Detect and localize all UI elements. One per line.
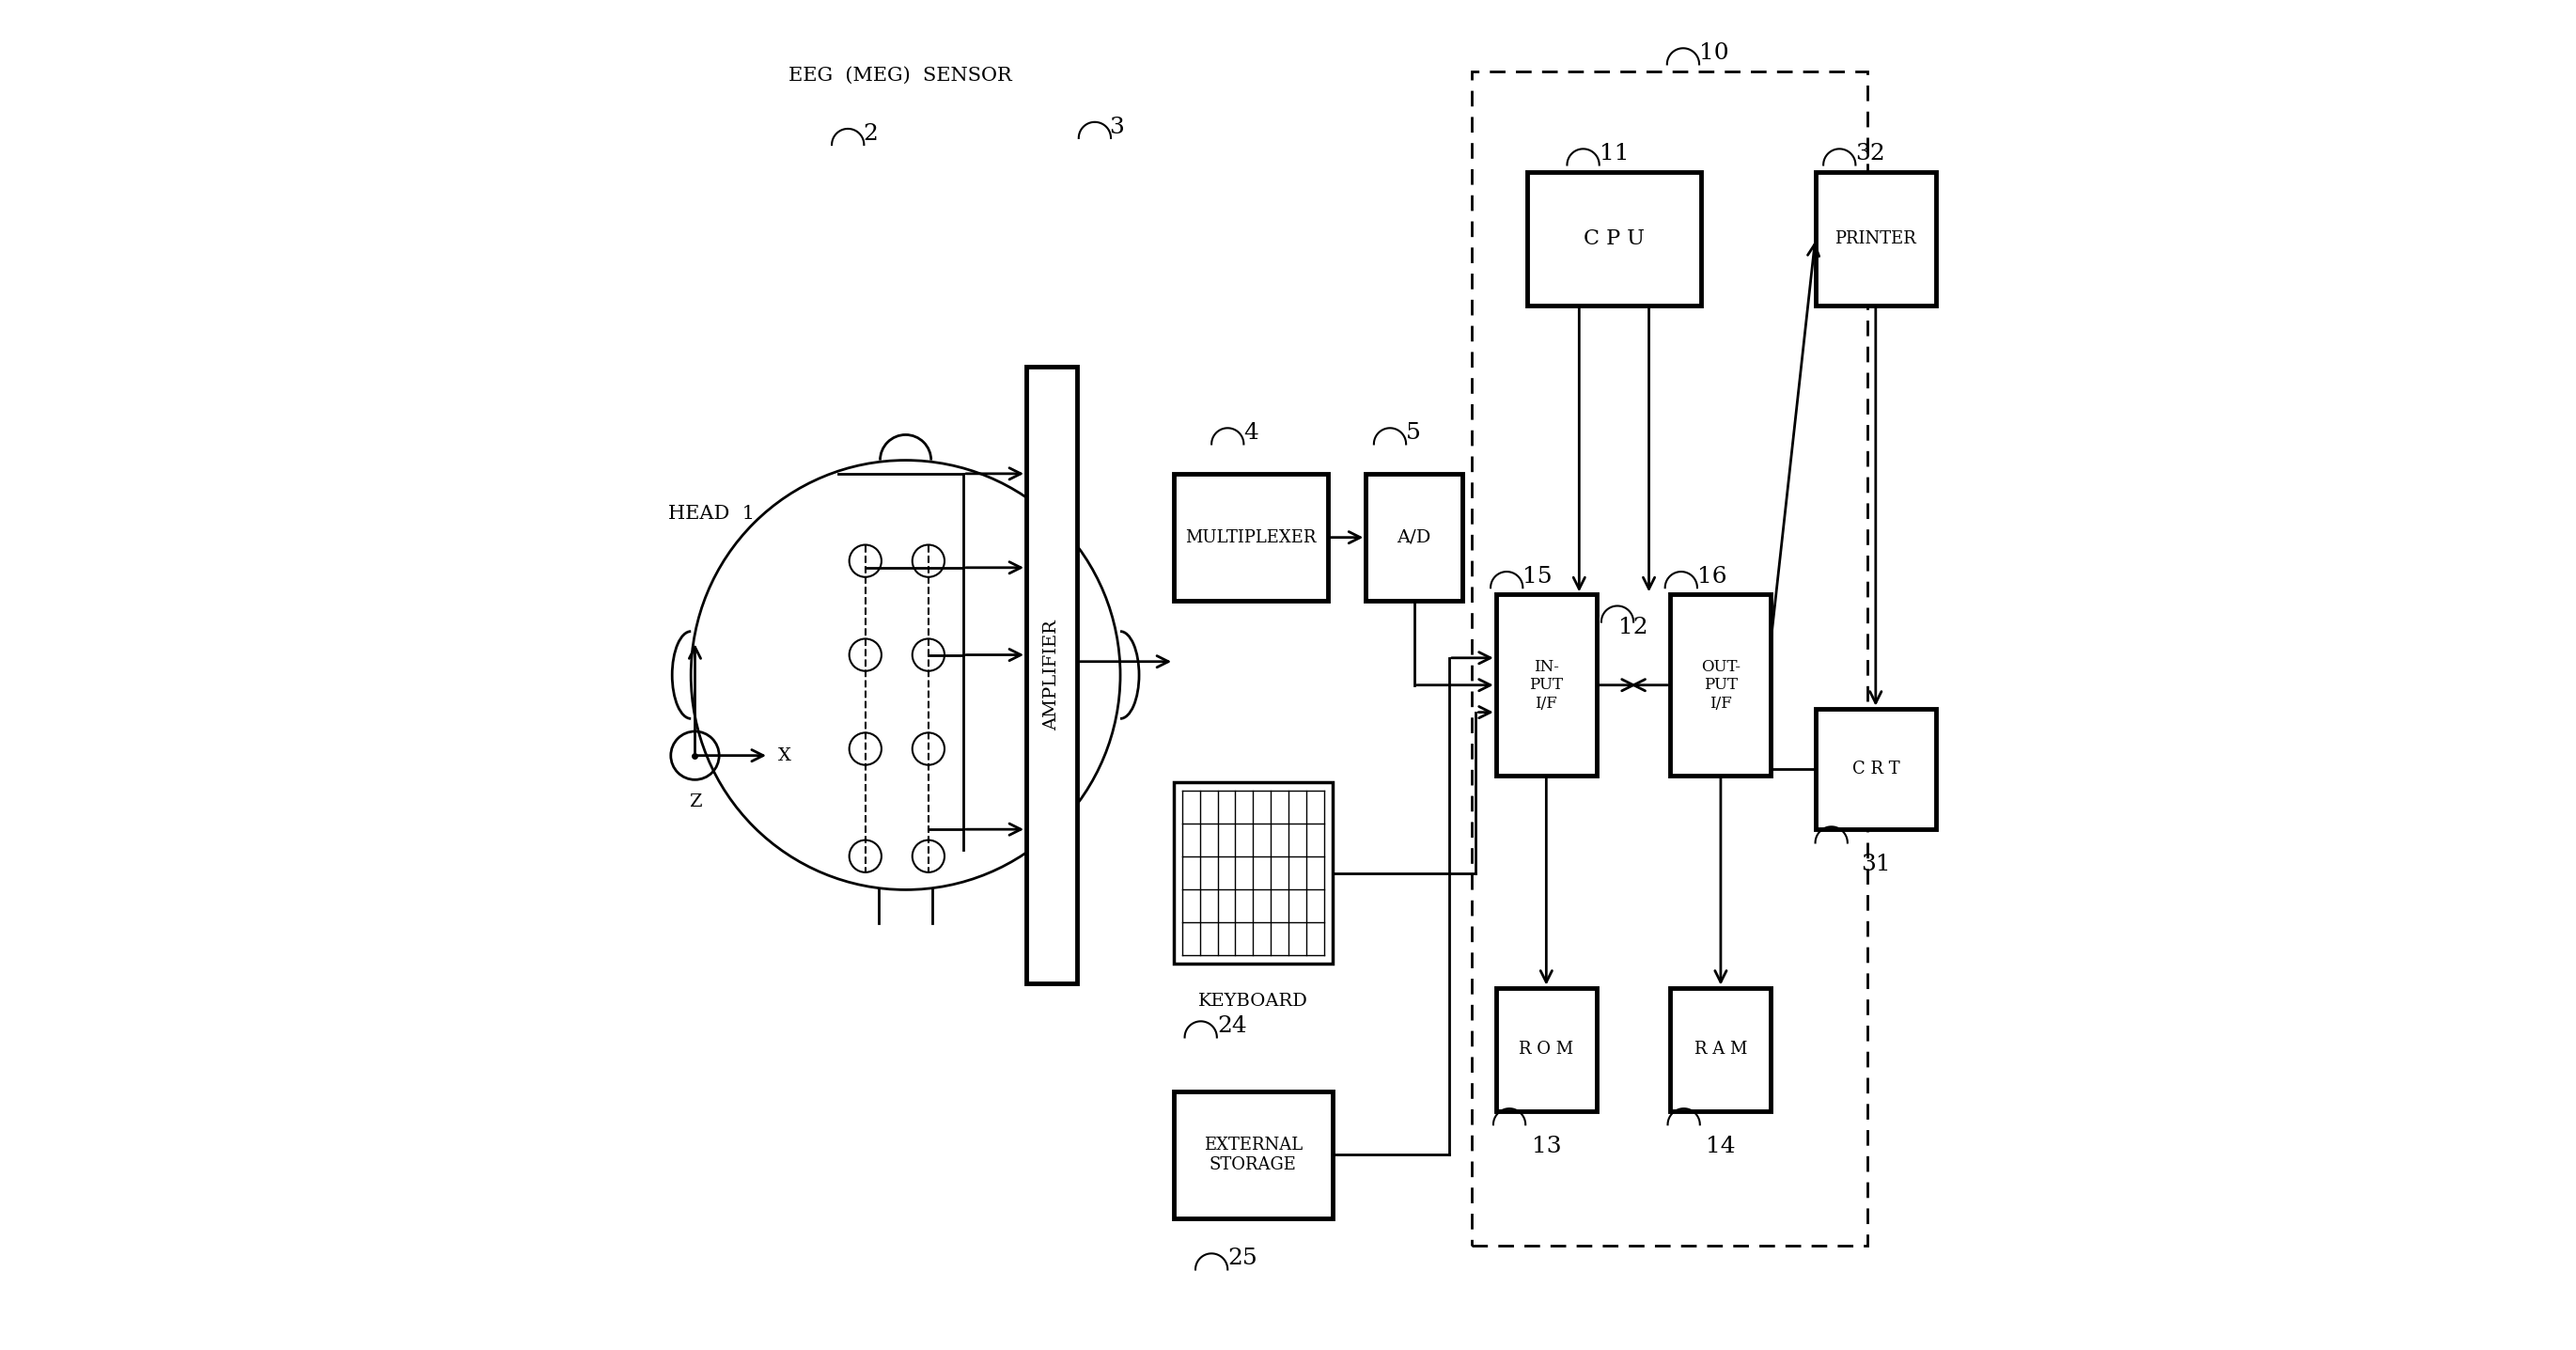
Text: 24: 24 — [1216, 1015, 1247, 1037]
Bar — [1497, 988, 1597, 1111]
Text: IN-
PUT
I/F: IN- PUT I/F — [1530, 659, 1564, 711]
Bar — [1528, 171, 1700, 306]
Text: 25: 25 — [1229, 1247, 1257, 1269]
Text: OUT-
PUT
I/F: OUT- PUT I/F — [1700, 659, 1741, 711]
Text: PRINTER: PRINTER — [1834, 231, 1917, 247]
Text: 11: 11 — [1600, 143, 1628, 165]
Text: Z: Z — [688, 792, 701, 810]
Text: 10: 10 — [1700, 43, 1728, 65]
Text: 14: 14 — [1705, 1135, 1736, 1157]
Text: 4: 4 — [1244, 423, 1260, 444]
Text: C P U: C P U — [1584, 228, 1643, 250]
Text: 2: 2 — [863, 123, 878, 144]
Bar — [1175, 1091, 1332, 1219]
Text: 3: 3 — [1110, 116, 1126, 138]
Bar — [1816, 709, 1937, 829]
Text: KEYBOARD: KEYBOARD — [1198, 994, 1309, 1010]
Text: HEAD  1: HEAD 1 — [667, 505, 755, 522]
Bar — [1025, 366, 1077, 984]
Bar — [1175, 474, 1329, 601]
Text: R A M: R A M — [1695, 1041, 1747, 1058]
Bar — [1365, 474, 1463, 601]
Bar — [1497, 594, 1597, 776]
Text: 5: 5 — [1406, 423, 1422, 444]
Text: C R T: C R T — [1852, 760, 1899, 778]
Text: 12: 12 — [1618, 617, 1649, 639]
Text: 16: 16 — [1698, 566, 1726, 587]
Text: EXTERNAL
STORAGE: EXTERNAL STORAGE — [1203, 1137, 1303, 1173]
Text: AMPLIFIER: AMPLIFIER — [1043, 620, 1061, 730]
Text: 13: 13 — [1530, 1135, 1561, 1157]
Bar — [1816, 171, 1937, 306]
Bar — [1669, 988, 1772, 1111]
Bar — [1669, 594, 1772, 776]
Text: 15: 15 — [1522, 566, 1553, 587]
Text: X: X — [778, 747, 791, 764]
Text: 32: 32 — [1855, 143, 1886, 165]
Text: MULTIPLEXER: MULTIPLEXER — [1185, 529, 1316, 545]
Text: A/D: A/D — [1396, 529, 1432, 545]
Text: 31: 31 — [1860, 853, 1891, 875]
Text: EEG  (MEG)  SENSOR: EEG (MEG) SENSOR — [788, 66, 1012, 85]
Text: R O M: R O M — [1520, 1041, 1574, 1058]
Bar — [1175, 783, 1332, 964]
Bar — [1471, 72, 1868, 1246]
